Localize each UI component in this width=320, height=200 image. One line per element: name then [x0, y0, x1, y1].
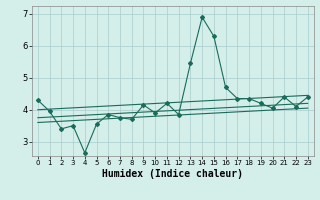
X-axis label: Humidex (Indice chaleur): Humidex (Indice chaleur): [102, 169, 243, 179]
